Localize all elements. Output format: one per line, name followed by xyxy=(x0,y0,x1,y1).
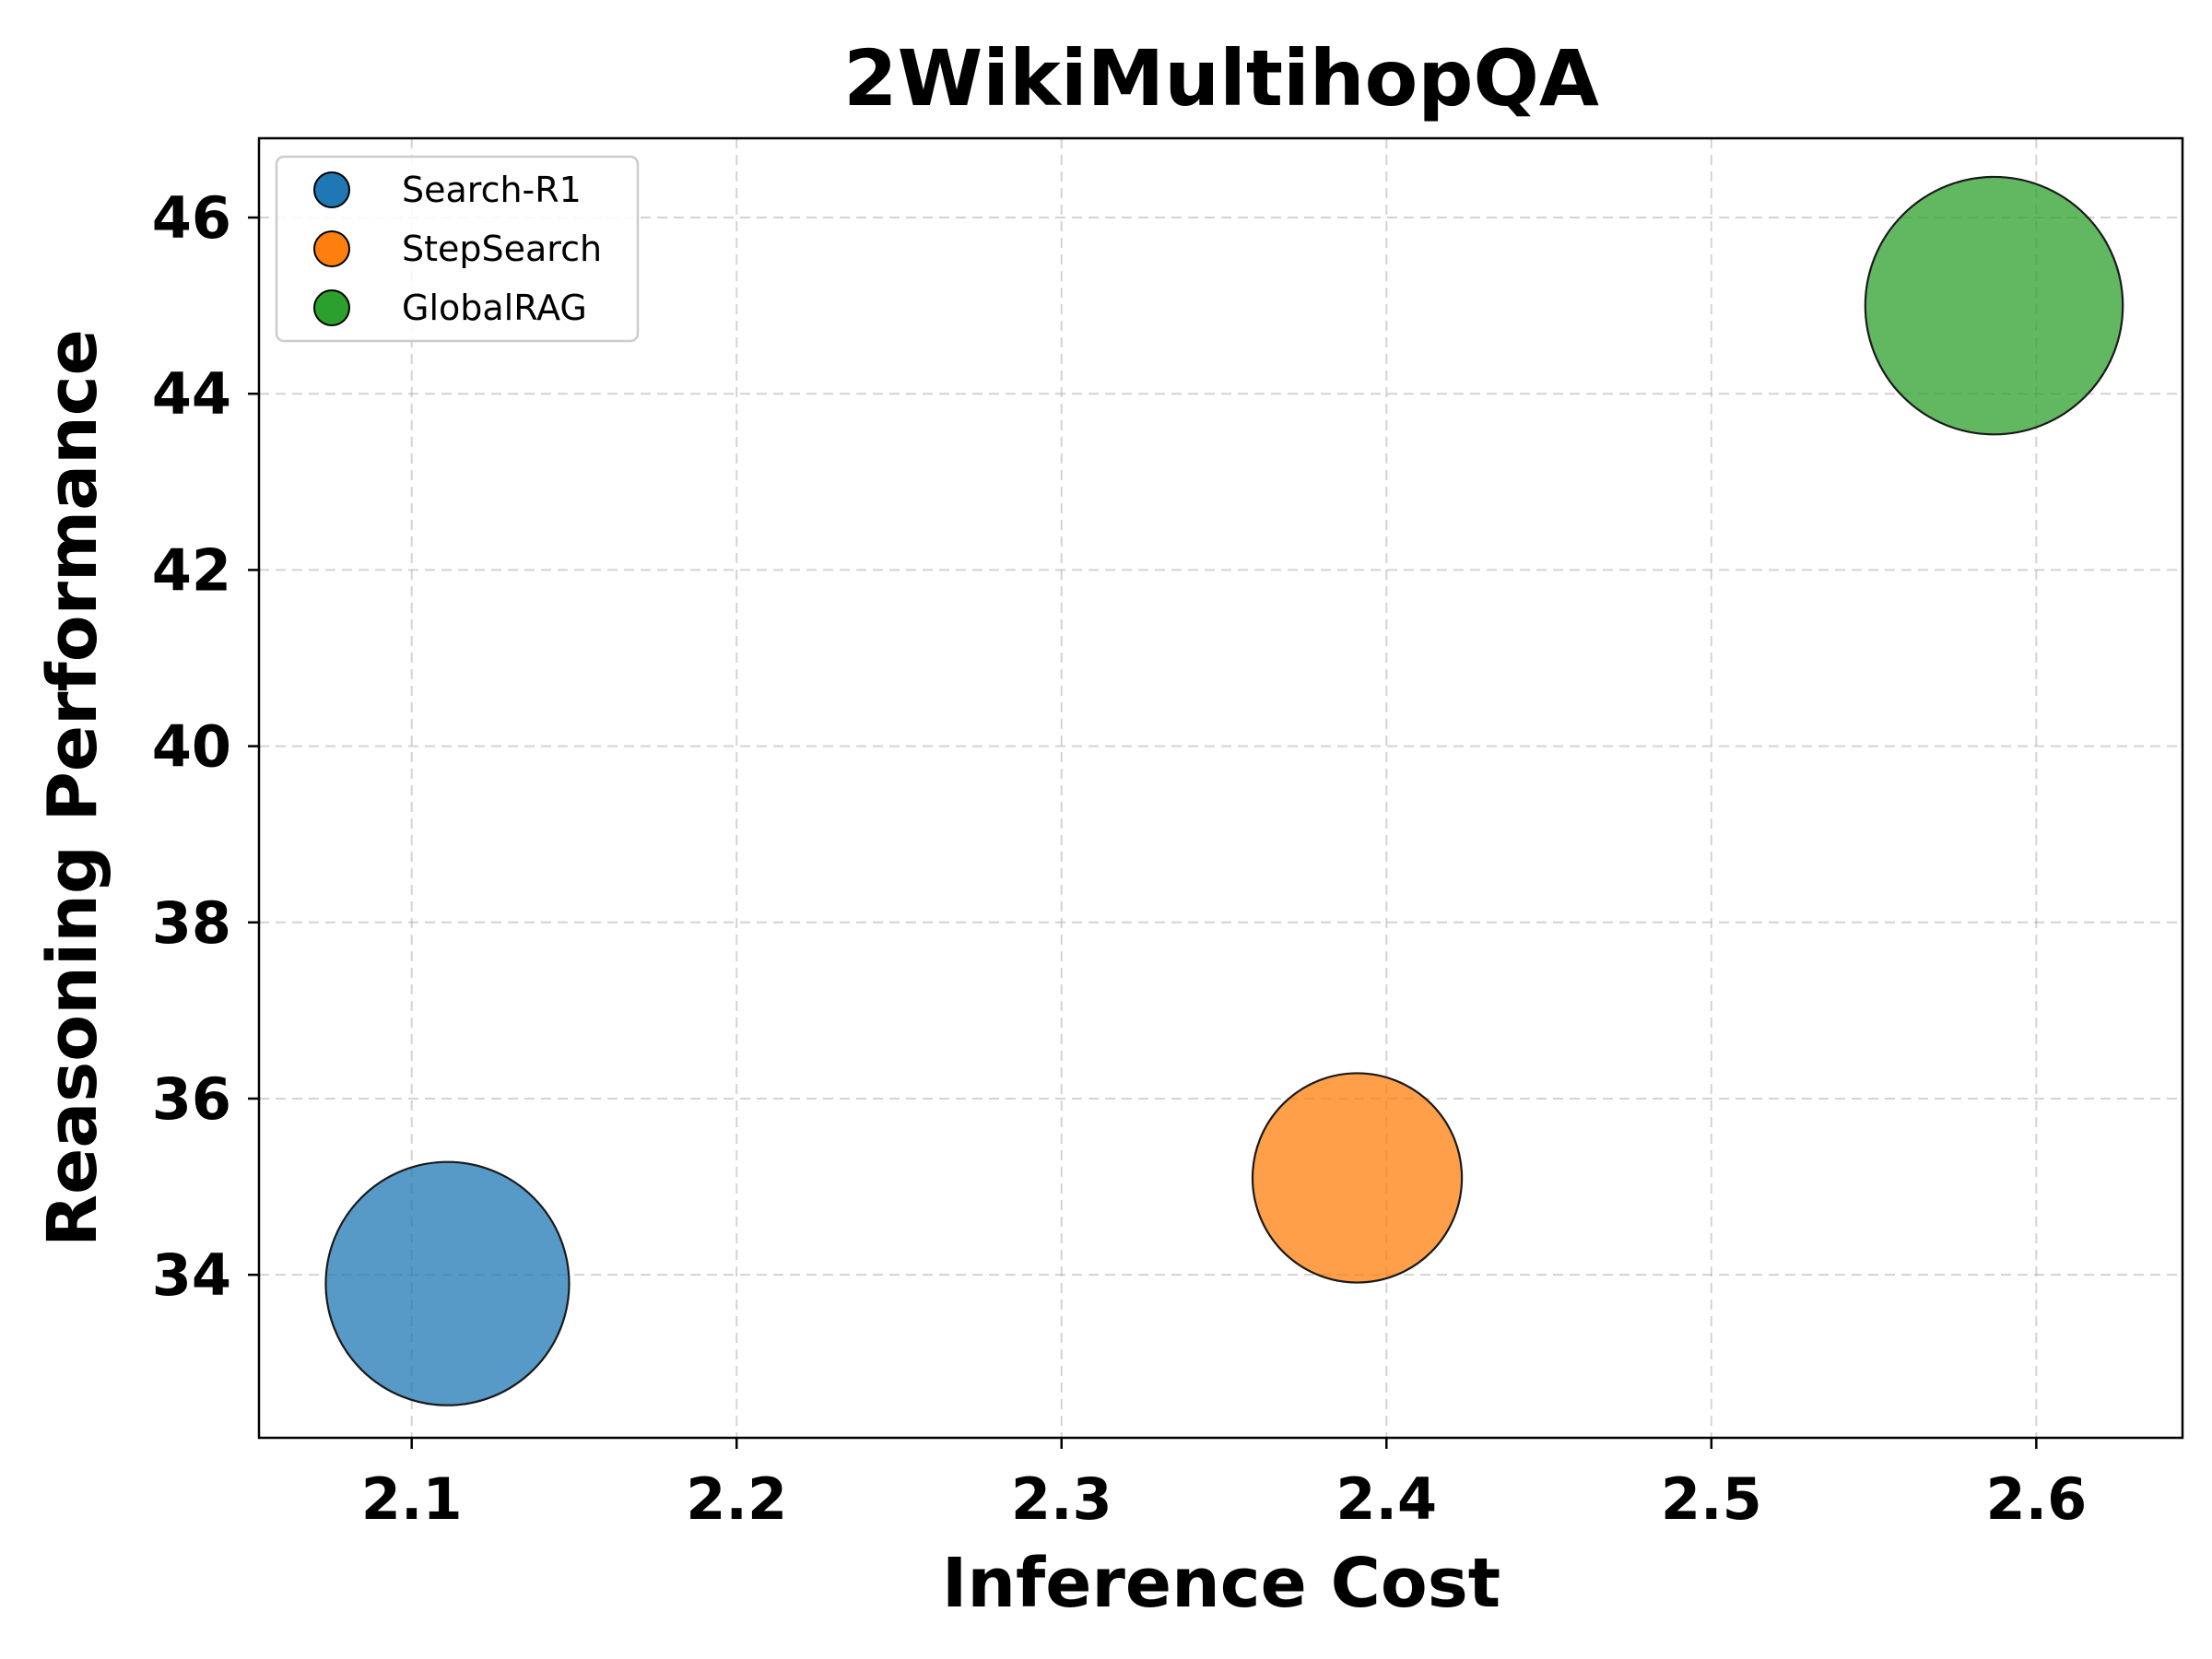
legend-label-search-r1: Search-R1 xyxy=(402,170,582,210)
legend-marker-search-r1 xyxy=(313,171,350,208)
y-tick-label: 42 xyxy=(152,536,231,604)
legend-label-stepsearch: StepSearch xyxy=(402,229,602,269)
y-tick-label: 38 xyxy=(152,889,231,957)
x-axis-ticks: 2.1 2.2 2.3 2.4 2.5 2.6 xyxy=(361,1438,2087,1533)
bubble-stepsearch xyxy=(1251,1072,1464,1284)
y-tick-label: 46 xyxy=(152,184,231,252)
legend: Search-R1 StepSearch GlobalRAG xyxy=(275,155,640,343)
x-tick-label: 2.2 xyxy=(686,1465,787,1533)
x-tick-label: 2.4 xyxy=(1335,1465,1437,1533)
legend-label-globalrag: GlobalRAG xyxy=(402,288,587,328)
y-axis-ticks: 34 36 38 40 42 44 46 xyxy=(152,184,259,1309)
bubbles xyxy=(324,175,2124,1406)
y-tick-label: 34 xyxy=(152,1241,231,1309)
legend-box xyxy=(275,155,640,343)
legend-marker-stepsearch xyxy=(313,230,350,267)
plot-area-frame xyxy=(257,136,2184,1440)
bubble-globalrag xyxy=(1864,175,2124,436)
x-tick-label: 2.1 xyxy=(361,1465,463,1533)
x-tick-label: 2.6 xyxy=(1985,1465,2087,1533)
y-tick-label: 40 xyxy=(152,713,231,781)
y-axis-label: Reasoning Performance xyxy=(33,329,112,1247)
x-tick-label: 2.3 xyxy=(1011,1465,1112,1533)
bubble-search-r1 xyxy=(324,1160,571,1406)
y-tick-label: 44 xyxy=(152,360,231,428)
y-tick-label: 36 xyxy=(152,1065,231,1133)
x-tick-label: 2.5 xyxy=(1661,1465,1762,1533)
x-axis-label: Inference Cost xyxy=(942,1544,1500,1623)
legend-marker-globalrag xyxy=(313,289,350,326)
chart-title: 2WikiMultihopQA xyxy=(843,33,1599,124)
